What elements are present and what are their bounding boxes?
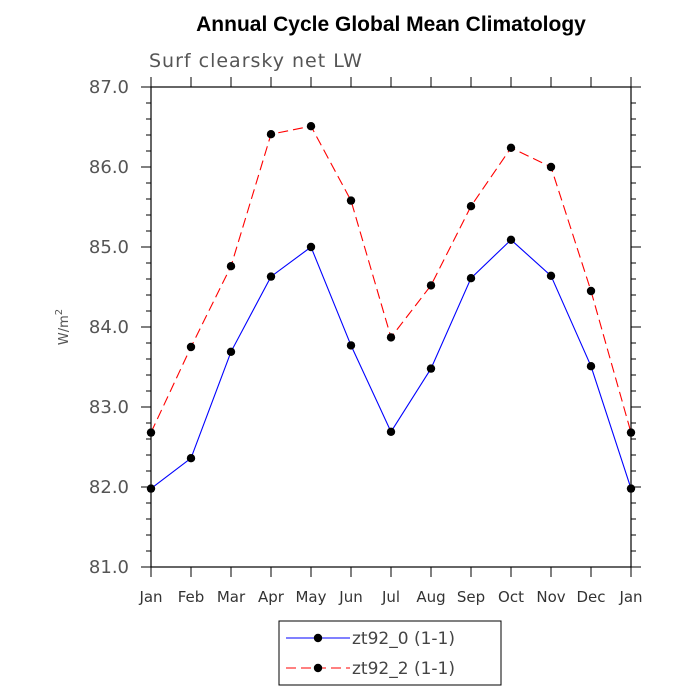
x-tick-label: Jun bbox=[338, 588, 362, 606]
x-tick-label: Aug bbox=[416, 588, 445, 606]
y-tick-label: 83.0 bbox=[89, 397, 129, 418]
y-tick-label: 82.0 bbox=[89, 477, 129, 498]
y-tick-label: 81.0 bbox=[89, 557, 129, 578]
svg-text:W/m2: W/m2 bbox=[54, 309, 72, 345]
data-point bbox=[586, 286, 596, 296]
y-tick-label: 87.0 bbox=[89, 77, 129, 98]
data-point bbox=[546, 271, 556, 280]
series-line bbox=[150, 239, 632, 490]
x-tick-label: Mar bbox=[217, 588, 246, 606]
y-axis-label-base: W/m bbox=[57, 315, 72, 345]
data-point bbox=[226, 347, 236, 356]
data-point bbox=[266, 130, 276, 139]
series-line bbox=[150, 125, 632, 433]
data-point bbox=[306, 122, 316, 131]
legend-marker bbox=[313, 663, 323, 673]
data-point bbox=[226, 262, 236, 271]
y-axis-label: W/m2 bbox=[54, 309, 72, 345]
data-point bbox=[346, 196, 356, 205]
x-tick-label: Feb bbox=[178, 588, 205, 606]
y-tick-label: 84.0 bbox=[89, 317, 129, 338]
x-tick-label: Oct bbox=[498, 588, 524, 606]
data-point bbox=[506, 143, 516, 152]
data-point bbox=[546, 162, 556, 172]
legend: zt92_0 (1-1) zt92_2 (1-1) bbox=[278, 620, 502, 686]
data-point bbox=[386, 427, 396, 436]
data-point bbox=[466, 274, 476, 283]
legend-marker bbox=[313, 633, 323, 643]
data-point bbox=[626, 428, 636, 437]
x-tick-label: May bbox=[295, 588, 326, 606]
x-tick-label: Apr bbox=[258, 588, 285, 606]
chart-subtitle: Surf clearsky net LW bbox=[149, 50, 363, 72]
data-point bbox=[586, 362, 596, 371]
data-point bbox=[386, 333, 396, 342]
data-point bbox=[626, 484, 636, 493]
x-tick-label: Jan bbox=[138, 588, 162, 606]
x-tick-label: Jan bbox=[618, 588, 642, 606]
x-tick-label: Nov bbox=[536, 588, 565, 606]
legend-label: zt92_0 (1-1) bbox=[352, 629, 455, 649]
data-point bbox=[506, 235, 516, 244]
y-axis-label-sup: 2 bbox=[54, 309, 65, 315]
x-tick-label: Jul bbox=[381, 588, 400, 606]
data-point bbox=[146, 428, 156, 437]
y-tick-label: 86.0 bbox=[89, 157, 129, 178]
data-point bbox=[346, 341, 356, 350]
data-point bbox=[426, 281, 436, 290]
data-point bbox=[186, 454, 196, 463]
chart-title: Annual Cycle Global Mean Climatology bbox=[196, 13, 586, 36]
x-tick-label: Dec bbox=[576, 588, 605, 606]
data-point bbox=[146, 484, 156, 493]
data-point bbox=[466, 202, 476, 211]
y-tick-label: 85.0 bbox=[89, 237, 129, 258]
data-point bbox=[426, 364, 436, 373]
data-point bbox=[186, 342, 196, 352]
data-point bbox=[266, 272, 276, 281]
legend-box bbox=[278, 620, 502, 686]
plot-frame bbox=[150, 86, 632, 568]
legend-label: zt92_2 (1-1) bbox=[352, 659, 455, 679]
x-tick-label: Sep bbox=[457, 588, 485, 606]
data-point bbox=[306, 242, 316, 252]
